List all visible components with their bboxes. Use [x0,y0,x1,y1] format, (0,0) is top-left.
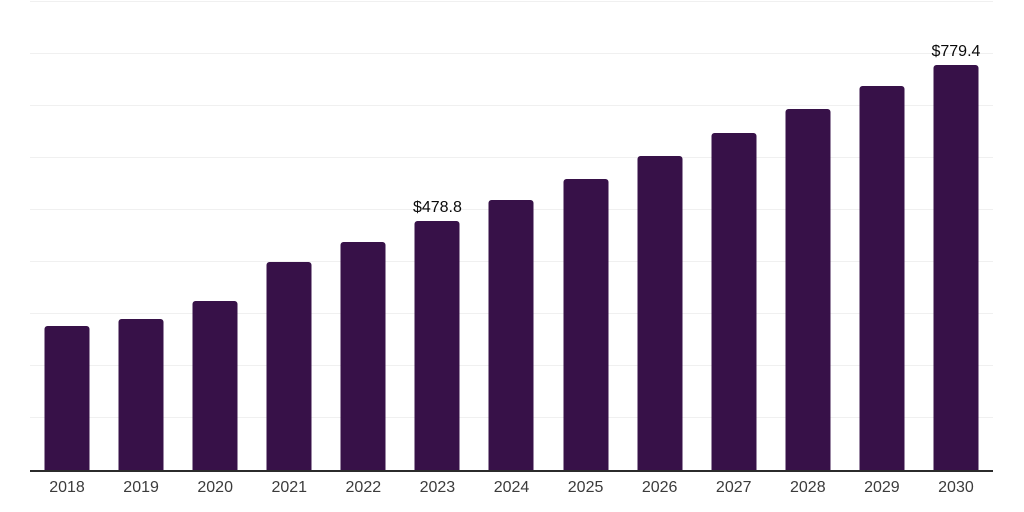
gridline [30,53,993,54]
bar [118,318,164,470]
bar [563,179,609,470]
bar [711,133,757,470]
bar-slot: 2024 [474,2,548,496]
bar-slot: 2029 [845,2,919,496]
bar [414,221,460,470]
x-tick-label: 2020 [197,479,233,496]
x-tick-label: 2025 [567,479,604,496]
x-tick-label: 2023 [419,479,456,496]
bar-slot: $779.4 2030 [919,2,993,495]
x-tick-label: 2029 [864,479,900,496]
bar-slot: 2018 [30,2,104,496]
gridline [30,157,993,159]
bar-slot: 2026 [623,2,697,496]
x-tick-label: 2026 [641,479,678,496]
bar [637,155,683,470]
gridline [30,105,993,106]
bar-slot: 2022 [326,2,400,496]
bar [340,242,386,470]
x-tick-label: 2027 [715,479,752,496]
bar [44,325,90,470]
bar-slot: 2021 [252,2,326,496]
bar-slot: 2020 [178,2,252,496]
x-tick-label: 2022 [345,479,382,496]
x-tick-label: 2024 [493,479,530,496]
bar-slot: 2019 [104,2,178,496]
bar [266,262,312,470]
plot-area: 2018 2019 2020 2021 2022 $478.8 2023 2024 2025 20… [30,1,993,496]
value-label: $478.8 [412,199,462,217]
bar [785,109,831,470]
bar [859,86,905,470]
value-label: $779.4 [931,42,981,60]
bar-slot: 2027 [697,2,771,496]
bar-slot: $478.8 2023 [400,2,474,496]
bar [192,301,238,470]
x-tick-label: 2030 [938,479,974,496]
bar-slot: 2028 [771,2,845,496]
x-tick-label: 2021 [271,479,308,496]
bar-slot: 2025 [549,2,623,496]
x-tick-label: 2028 [790,479,826,496]
bar [488,200,534,470]
gridline [30,1,993,2]
x-tick-label: 2019 [123,479,159,496]
x-tick-label: 2018 [49,479,85,496]
bar [933,64,979,470]
